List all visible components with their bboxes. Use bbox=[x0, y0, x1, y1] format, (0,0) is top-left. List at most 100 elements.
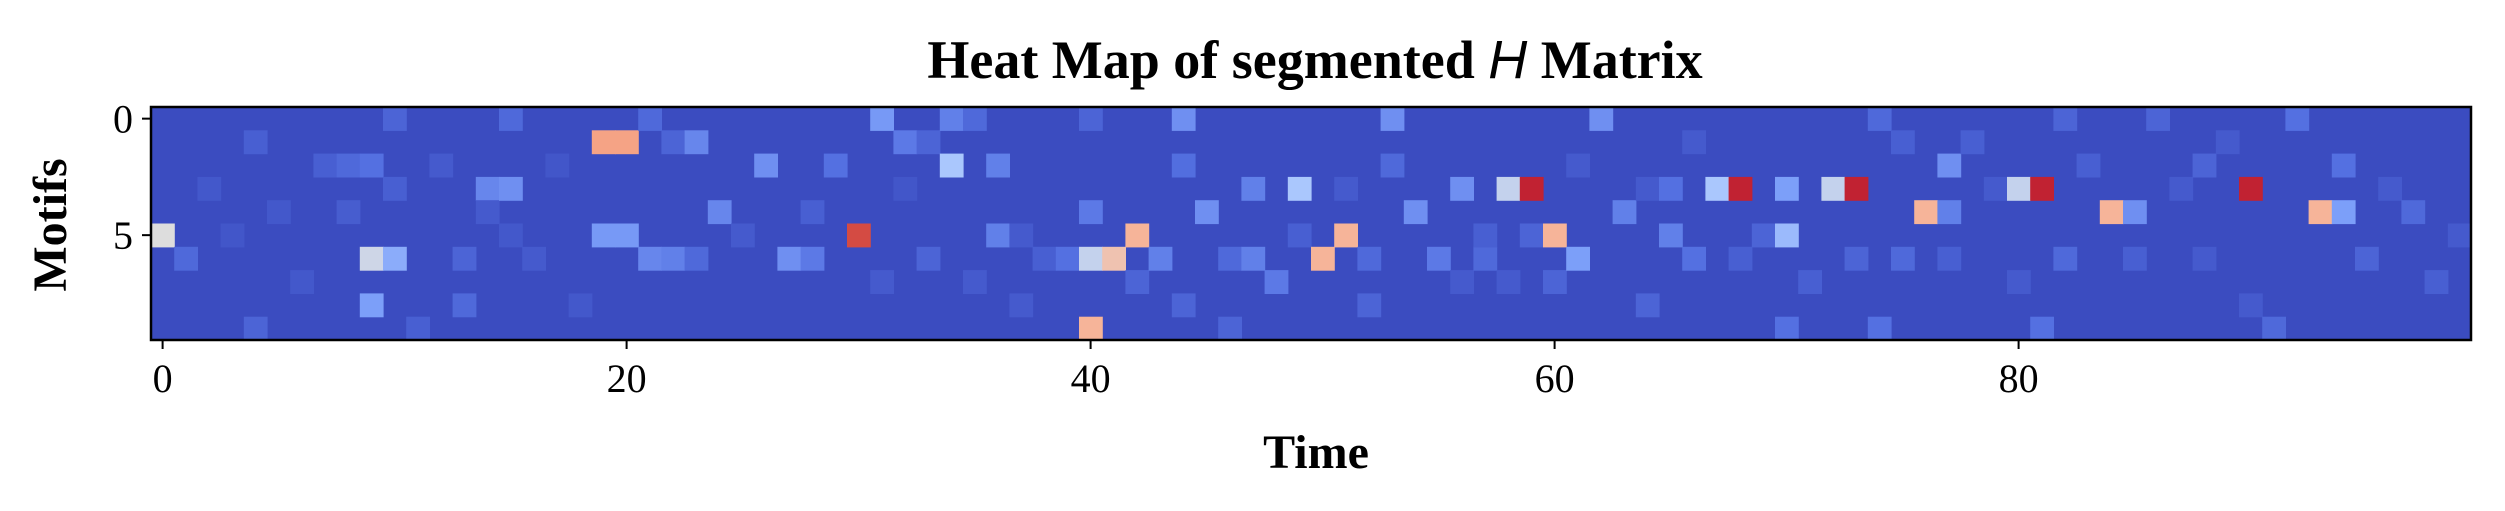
heatmap-cell bbox=[916, 130, 941, 155]
heatmap-cell bbox=[2447, 223, 2472, 248]
heatmap-cell bbox=[1195, 200, 1219, 225]
heatmap-cell bbox=[1125, 270, 1150, 294]
heatmap-cell bbox=[1125, 223, 1150, 248]
heatmap-cell bbox=[429, 153, 454, 178]
heatmap-cell bbox=[1543, 270, 1567, 294]
heatmap-cell bbox=[939, 153, 964, 178]
heatmap-cell bbox=[1589, 107, 1614, 131]
heatmap-cell bbox=[1334, 176, 1358, 201]
heatmap-cell bbox=[1287, 223, 1312, 248]
heatmap-cell bbox=[1775, 316, 1799, 341]
heatmap-cell bbox=[916, 246, 941, 271]
heatmap-cell bbox=[1519, 176, 1544, 201]
heatmap-cell bbox=[1728, 246, 1753, 271]
heatmap-cell bbox=[336, 153, 361, 178]
heatmap-cell bbox=[731, 223, 755, 248]
heatmap-cell bbox=[1009, 293, 1034, 318]
heatmap-cell bbox=[452, 293, 477, 318]
heatmap-cell bbox=[2030, 316, 2054, 341]
heatmap-cell bbox=[1867, 107, 1892, 131]
heatmap-cell bbox=[220, 223, 245, 248]
heatmap-cell bbox=[1403, 200, 1428, 225]
heatmap-cell bbox=[499, 107, 523, 131]
heatmap-cell bbox=[1543, 223, 1567, 248]
heatmap-cell bbox=[1496, 270, 1521, 294]
heatmap-cell bbox=[2239, 293, 2263, 318]
heatmap-cell bbox=[615, 223, 639, 248]
heatmap-cell bbox=[1079, 200, 1103, 225]
heatmap-cell bbox=[986, 223, 1010, 248]
heatmap-cell bbox=[545, 153, 570, 178]
heatmap-cell bbox=[1450, 270, 1474, 294]
y-axis-label: Motifs bbox=[24, 158, 77, 291]
x-tick-label: 0 bbox=[153, 356, 173, 401]
heatmap-cell bbox=[2331, 153, 2356, 178]
heatmap-cell bbox=[2192, 246, 2217, 271]
heatmap-cell bbox=[1148, 246, 1173, 271]
heatmap-cell bbox=[359, 293, 384, 318]
heatmap-cell bbox=[615, 130, 639, 155]
heatmap-cell bbox=[1079, 246, 1103, 271]
heatmap-cell bbox=[2424, 270, 2449, 294]
heatmap-cell bbox=[2308, 200, 2333, 225]
heatmap-cell bbox=[638, 107, 662, 131]
heatmap-cell bbox=[1009, 223, 1034, 248]
heatmap-cell bbox=[1032, 246, 1057, 271]
heatmap-cell bbox=[290, 270, 314, 294]
heatmap-cell bbox=[2123, 200, 2147, 225]
y-axis-ticks: 05 bbox=[113, 97, 151, 258]
heatmap-plot-area bbox=[149, 105, 2473, 342]
heatmap-cell bbox=[1775, 176, 1799, 201]
heatmap-cell bbox=[800, 200, 825, 225]
heatmap-cell bbox=[2262, 316, 2286, 341]
heatmap-cell bbox=[243, 316, 268, 341]
heatmap-cell bbox=[1357, 246, 1382, 271]
heatmap-cell bbox=[2099, 200, 2124, 225]
title-variable: H bbox=[1488, 30, 1528, 90]
heatmap-cell bbox=[2215, 130, 2240, 155]
heatmap-cell bbox=[1171, 153, 1196, 178]
heatmap-cell bbox=[823, 153, 848, 178]
heatmap-cell bbox=[1102, 246, 1126, 271]
heatmap-cell bbox=[591, 223, 616, 248]
heatmap-cell bbox=[359, 246, 384, 271]
heatmap-cell bbox=[475, 200, 500, 225]
heatmap-cell bbox=[661, 130, 686, 155]
heatmap-cell bbox=[1635, 293, 1660, 318]
heatmap-cell bbox=[2007, 176, 2031, 201]
y-tick-label: 5 bbox=[113, 213, 133, 258]
heatmap-cell bbox=[1473, 246, 1498, 271]
heatmap-cell bbox=[1450, 176, 1474, 201]
heatmap-cell bbox=[1937, 153, 1962, 178]
heatmap-cell bbox=[2007, 270, 2031, 294]
heatmap-cell bbox=[1171, 293, 1196, 318]
heatmap-cell bbox=[1264, 270, 1289, 294]
heatmap-cell bbox=[1659, 176, 1683, 201]
heatmap-cell bbox=[638, 246, 662, 271]
heatmap-cell bbox=[1311, 246, 1335, 271]
heatmap-cell bbox=[1751, 223, 1776, 248]
heatmap-cell bbox=[2239, 176, 2263, 201]
heatmap-cells bbox=[151, 107, 2472, 341]
heatmap-cell bbox=[1380, 153, 1405, 178]
heatmap-cell bbox=[499, 176, 523, 201]
heatmap-cell bbox=[2169, 176, 2194, 201]
heatmap-cell bbox=[383, 176, 407, 201]
heatmap-cell bbox=[1937, 246, 1962, 271]
heatmap-cell bbox=[1960, 130, 1985, 155]
heatmap-cell bbox=[661, 246, 686, 271]
heatmap-cell bbox=[870, 270, 894, 294]
heatmap-cell bbox=[1775, 223, 1799, 248]
heatmap-cell bbox=[1566, 153, 1590, 178]
heatmap-cell bbox=[2030, 176, 2054, 201]
heatmap-cell bbox=[1357, 293, 1382, 318]
heatmap-cell bbox=[1821, 176, 1846, 201]
heatmap-cell bbox=[568, 293, 593, 318]
heatmap-cell bbox=[2146, 107, 2170, 131]
heatmap-cell bbox=[1218, 316, 1242, 341]
heatmap-cell bbox=[893, 176, 918, 201]
x-axis-label: Time bbox=[1263, 426, 1369, 479]
heatmap-cell bbox=[1334, 223, 1358, 248]
heatmap-cell bbox=[591, 130, 616, 155]
